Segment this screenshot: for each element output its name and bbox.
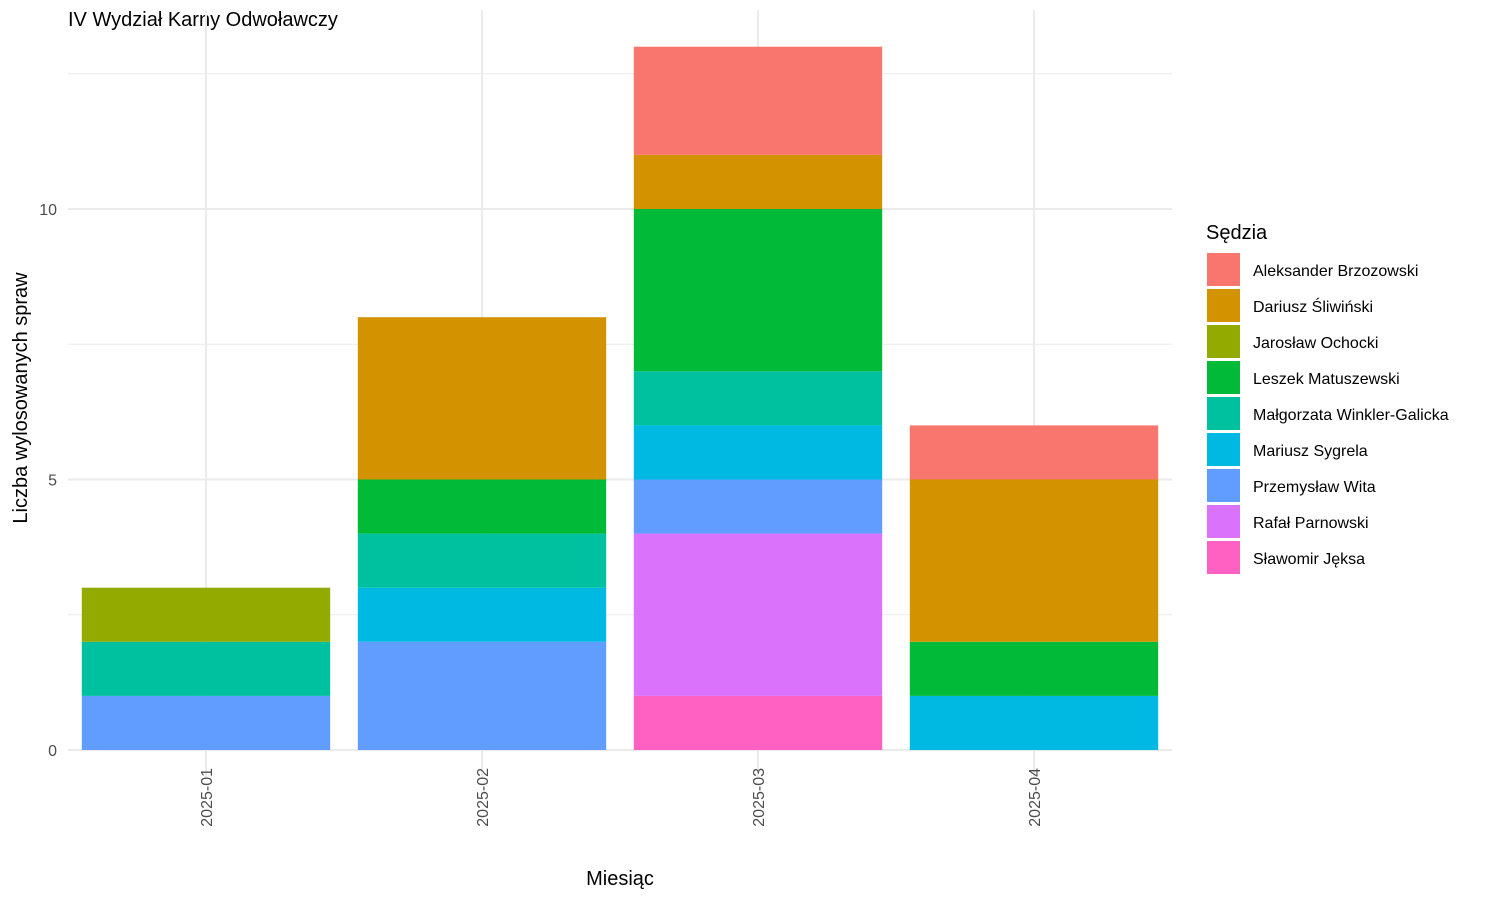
x-tick-label: 2025-04: [1027, 768, 1044, 827]
legend-label: Leszek Matuszewski: [1253, 371, 1400, 388]
bar-segment: [909, 425, 1159, 480]
bar-segment: [81, 695, 331, 750]
legend-swatch: [1207, 505, 1240, 538]
bar-segment: [633, 479, 883, 534]
bar-segment: [633, 154, 883, 209]
x-tick-label: 2025-02: [475, 768, 492, 827]
legend-swatch: [1207, 361, 1240, 394]
y-tick-labels: 0 5 10: [39, 202, 57, 760]
bar-segment: [357, 641, 607, 750]
legend-label: Przemysław Wita: [1253, 479, 1376, 496]
bar-segment: [357, 587, 607, 642]
bar-segment: [909, 479, 1159, 642]
legend: Sędzia Aleksander Brzozowski Dariusz Śliw…: [1206, 222, 1449, 574]
bar-segment: [633, 533, 883, 696]
legend-swatch: [1207, 289, 1240, 322]
bar-segment: [81, 641, 331, 696]
y-tick-label: 5: [48, 473, 57, 490]
bar-segment: [633, 46, 883, 155]
bar-segment: [357, 317, 607, 480]
bar-segment: [81, 587, 331, 642]
y-tick-label: 10: [39, 202, 57, 219]
bar-segment: [909, 641, 1159, 696]
legend-swatch: [1207, 253, 1240, 286]
x-tick-labels: 2025-01 2025-02 2025-03 2025-04: [199, 768, 1044, 827]
legend-label: Mariusz Sygrela: [1253, 443, 1368, 460]
legend-label: Jarosław Ochocki: [1253, 335, 1378, 352]
legend-swatch: [1207, 397, 1240, 430]
legend-swatch: [1207, 469, 1240, 502]
legend-swatch: [1207, 325, 1240, 358]
x-tick-label: 2025-03: [751, 768, 768, 827]
bar-segment: [357, 533, 607, 588]
bar-segment: [633, 209, 883, 372]
legend-label: Dariusz Śliwiński: [1253, 297, 1373, 316]
bar-segment: [357, 479, 607, 534]
bars: [81, 46, 1159, 750]
bar-segment: [633, 425, 883, 480]
legend-label: Małgorzata Winkler-Galicka: [1253, 407, 1449, 424]
y-axis-title: Liczba wylosowanych spraw: [10, 272, 32, 524]
legend-label: Aleksander Brzozowski: [1253, 263, 1418, 280]
bar-segment: [909, 695, 1159, 750]
y-tick-label: 0: [48, 743, 57, 760]
legend-swatch: [1207, 433, 1240, 466]
legend-label: Rafał Parnowski: [1253, 515, 1369, 532]
x-axis-title: Miesiąc: [586, 868, 654, 890]
x-tick-label: 2025-01: [199, 768, 216, 827]
chart-title: IV Wydział Karny Odwoławczy: [68, 9, 338, 31]
legend-title: Sędzia: [1206, 222, 1268, 244]
legend-items: Aleksander Brzozowski Dariusz Śliwiński Ja…: [1207, 253, 1449, 574]
legend-label: Sławomir Jęksa: [1253, 551, 1365, 568]
bar-segment: [633, 695, 883, 750]
bar-segment: [633, 371, 883, 426]
legend-swatch: [1207, 541, 1240, 574]
